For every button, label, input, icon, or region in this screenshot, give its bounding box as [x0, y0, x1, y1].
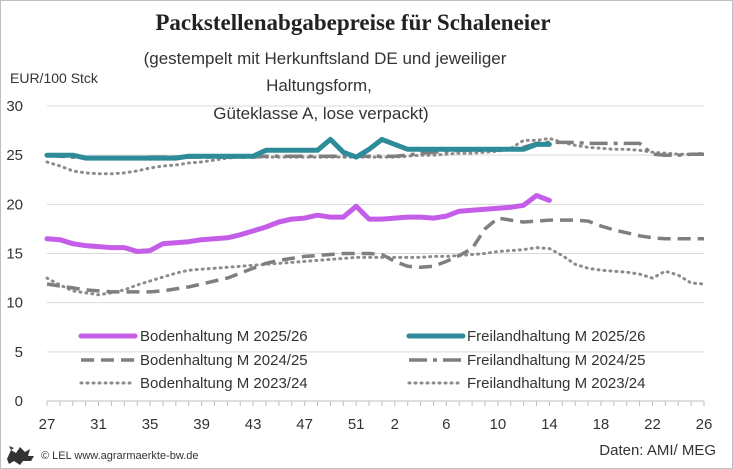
series-line-0 [44, 193, 552, 254]
x-tick-label: 6 [442, 416, 450, 433]
lion-logo-icon [7, 446, 34, 465]
legend-label: Bodenhaltung M 2024/25 [140, 352, 308, 369]
series-line-2 [46, 216, 704, 294]
y-tick-label: 5 [15, 344, 23, 361]
x-tick-label: 18 [593, 416, 610, 433]
x-tick-label: 27 [39, 416, 56, 433]
y-tick-label: 20 [6, 196, 23, 213]
data-source-text: Daten: AMI/ MEG [599, 442, 716, 459]
x-tick-label: 43 [245, 416, 262, 433]
chart-title: Packstellenabgabepreise für Schaleneier [155, 10, 550, 35]
y-tick-label: 15 [6, 246, 23, 263]
chart-subtitle-line-2: Haltungsform, [266, 76, 372, 95]
y-tick-label: 30 [6, 98, 23, 115]
x-tick-label: 14 [541, 416, 558, 433]
y-tick-label: 0 [15, 393, 23, 410]
series-line-5 [45, 136, 706, 176]
x-axis-ticks: 27 31 35 39 43 47 51 2 6 10 14 18 22 26 [39, 400, 713, 433]
legend-label: Freilandhaltung M 2024/25 [467, 352, 645, 369]
x-tick-label: 39 [193, 416, 210, 433]
series-line-4 [45, 246, 706, 297]
chart-subtitle-line-1: (gestempelt mit Herkunftsland DE und jew… [144, 49, 507, 68]
x-tick-label: 2 [391, 416, 399, 433]
x-tick-label: 51 [348, 416, 365, 433]
legend-label: Freilandhaltung M 2023/24 [467, 375, 645, 392]
series-lines [44, 136, 706, 297]
legend: Bodenhaltung M 2025/26 Freilandhaltung M … [78, 328, 645, 392]
x-tick-label: 22 [644, 416, 661, 433]
y-tick-label: 10 [6, 295, 23, 312]
y-tick-label: 25 [6, 147, 23, 164]
x-tick-label: 26 [696, 416, 713, 433]
y-axis-ticks: 0 5 10 15 20 25 30 [6, 98, 23, 410]
legend-label: Freilandhaltung M 2025/26 [467, 328, 645, 345]
x-tick-label: 47 [296, 416, 313, 433]
legend-label: Bodenhaltung M 2025/26 [140, 328, 308, 345]
y-axis-unit-label: EUR/100 Stck [10, 70, 99, 86]
series-line-1 [44, 136, 552, 161]
x-tick-label: 10 [490, 416, 507, 433]
legend-label: Bodenhaltung M 2023/24 [140, 375, 308, 392]
x-tick-label: 35 [142, 416, 159, 433]
gridlines [47, 105, 704, 353]
x-tick-label: 31 [90, 416, 107, 433]
chart-subtitle-line-3: Güteklasse A, lose verpackt) [213, 104, 428, 123]
copyright-text: © LEL www.agrarmaerkte-bw.de [41, 450, 199, 462]
